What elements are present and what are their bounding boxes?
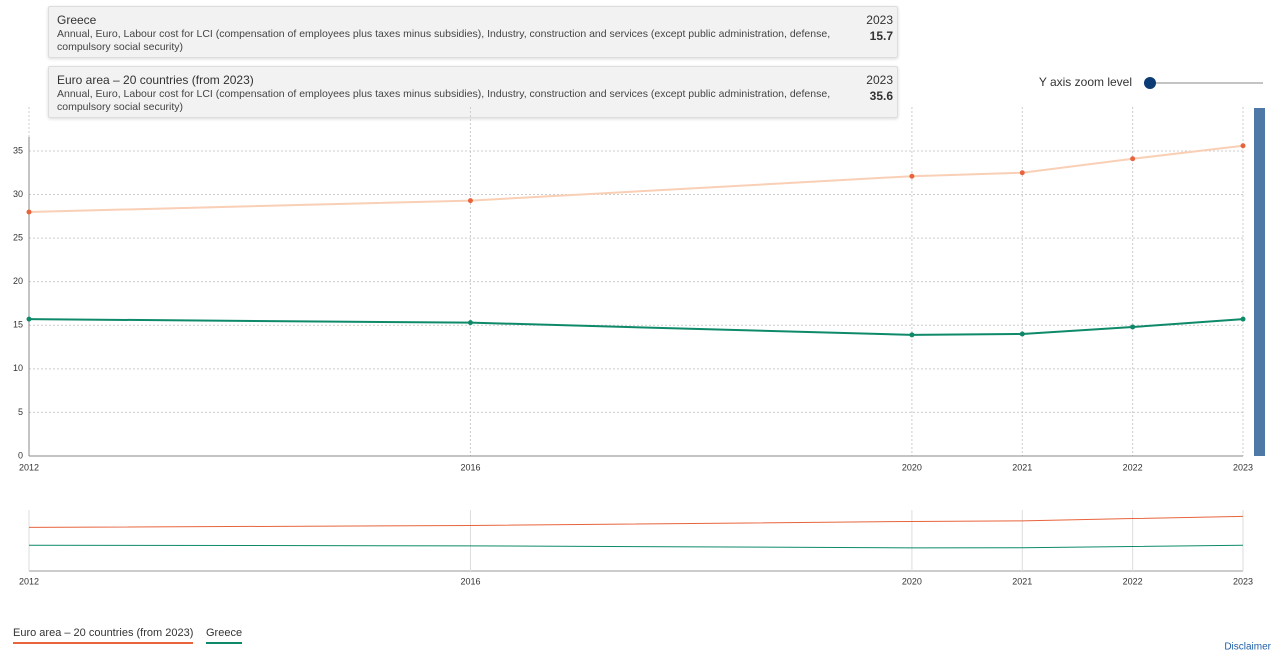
nav-line: [28, 515, 1244, 528]
y-tick-label: 15: [13, 320, 23, 330]
year: 2023: [866, 73, 893, 87]
zoom-label: Y axis zoom level: [1039, 75, 1132, 89]
series-line: [28, 318, 1244, 336]
value: 15.7: [869, 29, 893, 43]
series-name: Euro area – 20 countries (from 2023): [57, 73, 254, 87]
x-tick-label: 2022: [1123, 462, 1143, 472]
year: 2023: [866, 13, 893, 27]
nav-x-tick-label: 2022: [1123, 576, 1143, 586]
data-point: [909, 173, 915, 179]
data-point: [1019, 170, 1025, 176]
x-tick-label: 2023: [1233, 462, 1253, 472]
y-tick-label: 20: [13, 276, 23, 286]
y-tick-label: 0: [18, 450, 23, 460]
data-point: [467, 320, 473, 326]
data-point: [26, 209, 32, 215]
zoom-handle[interactable]: [1144, 77, 1156, 89]
x-tick-label: 2016: [460, 462, 480, 472]
nav-x-tick-label: 2016: [460, 576, 480, 586]
y-tick-label: 10: [13, 363, 23, 373]
series-name: Greece: [57, 13, 97, 27]
scrollbar[interactable]: [1254, 108, 1265, 456]
y-tick-label: 30: [13, 189, 23, 199]
data-point: [467, 198, 473, 204]
y-tick-label: 5: [18, 407, 23, 417]
data-point: [1130, 324, 1136, 330]
series-line: [28, 144, 1244, 213]
disclaimer[interactable]: Disclaimer: [1224, 642, 1271, 653]
nav-line: [28, 544, 1244, 549]
legend-item[interactable]: Greece: [206, 627, 243, 644]
legend-item[interactable]: Euro area – 20 countries (from 2023): [13, 627, 194, 644]
data-point: [1240, 143, 1246, 149]
data-point: [1240, 316, 1246, 322]
x-tick-label: 2020: [902, 462, 922, 472]
nav-x-tick-label: 2020: [902, 576, 922, 586]
data-point: [909, 332, 915, 338]
description: Annual, Euro, Labour cost for LCI (compe…: [57, 88, 831, 113]
value: 35.6: [869, 89, 893, 103]
tooltip: Greece Annual, Euro, Labour cost for LCI…: [48, 6, 898, 58]
tooltip: Euro area – 20 countries (from 2023) Ann…: [48, 66, 898, 118]
description: Annual, Euro, Labour cost for LCI (compe…: [57, 28, 831, 53]
data-point: [1019, 331, 1025, 337]
data-point: [1130, 156, 1136, 162]
x-tick-label: 2012: [19, 462, 39, 472]
y-tick-label: 25: [13, 232, 23, 242]
x-tick-label: 2021: [1012, 462, 1032, 472]
nav-x-tick-label: 2021: [1012, 576, 1032, 586]
data-point: [26, 316, 32, 322]
nav-x-tick-label: 2012: [19, 576, 39, 586]
y-tick-label: 35: [13, 145, 23, 155]
nav-x-tick-label: 2023: [1233, 576, 1253, 586]
